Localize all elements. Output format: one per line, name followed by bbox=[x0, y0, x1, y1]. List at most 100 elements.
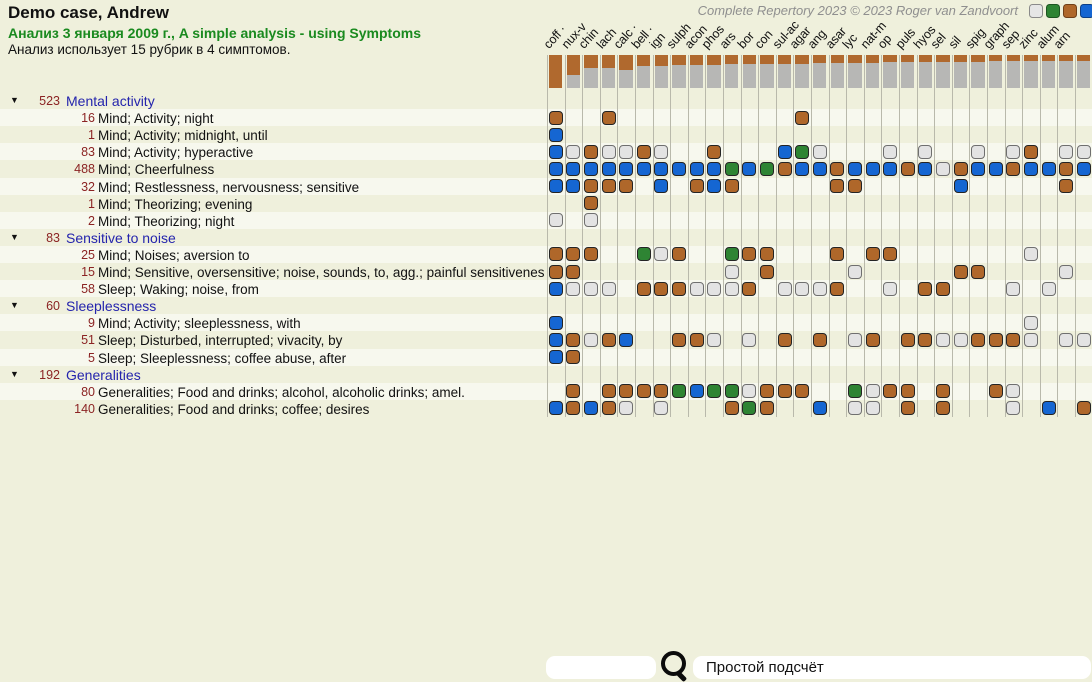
rubric-label[interactable]: Sleep; Disturbed, interrupted; vivacity,… bbox=[98, 333, 343, 349]
rubric-label[interactable]: Mind; Noises; aversion to bbox=[98, 247, 250, 263]
grade-cell bbox=[619, 401, 634, 416]
grade-filter-1-button[interactable] bbox=[1029, 4, 1043, 18]
grade-cell bbox=[566, 401, 581, 416]
remedy-score-bar-track bbox=[901, 55, 915, 88]
grade-cell bbox=[601, 110, 616, 125]
rubric-label[interactable]: Generalities; Food and drinks; coffee; d… bbox=[98, 401, 370, 417]
grade-cell bbox=[883, 281, 898, 296]
remedy-score-bar bbox=[689, 55, 704, 65]
rubric-label[interactable]: Mind; Activity; midnight, until bbox=[98, 128, 268, 144]
grade-cell bbox=[847, 179, 862, 193]
column-separator bbox=[951, 55, 953, 417]
remedy-score-bar bbox=[1006, 55, 1020, 61]
grade-cell bbox=[1041, 161, 1056, 176]
grade-cell bbox=[707, 144, 722, 159]
grade-cell bbox=[689, 281, 704, 296]
grade-cell bbox=[1006, 281, 1021, 296]
rubric-label[interactable]: Mind; Restlessness, nervousness; sensiti… bbox=[98, 179, 360, 195]
rubric-label[interactable]: Mind; Activity; hyperactive bbox=[98, 145, 254, 161]
grade-filter-4-button[interactable] bbox=[1080, 4, 1092, 18]
grade-cell bbox=[830, 247, 845, 262]
rubric-count: 16 bbox=[81, 111, 95, 126]
grade-filter-3-button[interactable] bbox=[1063, 4, 1077, 18]
grade-cell bbox=[1059, 264, 1074, 279]
column-separator bbox=[899, 55, 900, 417]
rubric-label[interactable]: Sleep; Waking; noise, from bbox=[98, 282, 259, 298]
grade-cell bbox=[619, 179, 634, 193]
column-separator bbox=[705, 55, 707, 417]
grade-cell bbox=[601, 144, 616, 159]
repertory-copyright: Complete Repertory 2023 © 2023 Roger van… bbox=[697, 3, 1018, 18]
remedy-score-bar bbox=[1059, 55, 1073, 61]
grade-cell bbox=[601, 332, 616, 347]
grade-cell bbox=[724, 281, 739, 296]
collapse-triangle[interactable]: ▼ bbox=[10, 368, 19, 379]
grade-cell bbox=[548, 401, 563, 416]
search-icon[interactable] bbox=[661, 651, 686, 676]
grade-filter-2-button[interactable] bbox=[1046, 4, 1060, 18]
grade-cell bbox=[935, 281, 950, 296]
rubric-label[interactable]: Mind; Sensitive, oversensitive; noise, s… bbox=[98, 265, 545, 280]
grade-cell bbox=[742, 384, 757, 399]
grade-cell bbox=[971, 161, 986, 176]
grade-cell bbox=[654, 384, 669, 399]
grade-cell bbox=[707, 384, 722, 399]
symptom-label[interactable]: Mental activity bbox=[66, 93, 155, 109]
remedy-score-bar-track bbox=[848, 55, 862, 88]
grade-cell bbox=[1059, 332, 1074, 347]
grade-cell bbox=[548, 179, 563, 193]
grade-cell bbox=[900, 384, 915, 399]
rubric-label[interactable]: Generalities; Food and drinks; alcohol, … bbox=[98, 384, 465, 400]
analysis-usage-summary: Анализ использует 15 рубрик в 4 симптомо… bbox=[8, 42, 291, 57]
symptom-label[interactable]: Generalities bbox=[66, 366, 141, 383]
remedy-score-bar bbox=[566, 55, 580, 75]
grade-cell bbox=[1076, 144, 1091, 159]
grade-cell bbox=[935, 401, 950, 416]
analysis-method-dropdown[interactable] bbox=[693, 656, 1091, 679]
remedy-score-bar-track bbox=[830, 55, 844, 88]
grade-cell bbox=[601, 401, 616, 416]
grade-cell bbox=[988, 384, 1003, 399]
grade-cell bbox=[883, 247, 898, 262]
remedy-score-bar bbox=[1024, 55, 1038, 61]
rubric-label[interactable]: Mind; Activity; night bbox=[98, 111, 214, 127]
grade-cell bbox=[900, 401, 915, 416]
grade-cell bbox=[883, 161, 898, 176]
grade-cell bbox=[742, 401, 757, 416]
symptom-label[interactable]: Sleeplessness bbox=[66, 298, 157, 315]
remedy-score-bar bbox=[918, 55, 932, 62]
search-input[interactable] bbox=[546, 656, 656, 679]
column-separator bbox=[740, 55, 742, 417]
collapse-triangle[interactable]: ▼ bbox=[10, 231, 19, 242]
rubric-label[interactable]: Mind; Theorizing; night bbox=[98, 213, 235, 229]
grade-cell bbox=[918, 161, 933, 176]
search-icon-handle bbox=[675, 670, 688, 682]
grade-cell bbox=[971, 332, 986, 347]
row-highlight-band bbox=[0, 211, 1092, 229]
grade-cell bbox=[918, 332, 933, 347]
grade-cell bbox=[707, 161, 722, 176]
remedy-score-bar bbox=[619, 55, 633, 70]
collapse-triangle[interactable]: ▼ bbox=[10, 300, 19, 311]
row-highlight-band bbox=[0, 314, 1092, 332]
grade-cell bbox=[971, 144, 986, 159]
grade-cell bbox=[1023, 315, 1038, 330]
grade-cell bbox=[654, 247, 669, 262]
grade-cell bbox=[988, 161, 1003, 176]
collapse-triangle[interactable]: ▼ bbox=[10, 95, 19, 105]
rubric-label[interactable]: Sleep; Sleeplessness; coffee abuse, afte… bbox=[98, 350, 347, 366]
grade-cell bbox=[548, 247, 563, 262]
remedy-score-bar bbox=[830, 55, 844, 63]
remedy-score-bar-track bbox=[865, 55, 880, 88]
grade-cell bbox=[654, 179, 669, 193]
grade-cell bbox=[883, 384, 898, 399]
grade-cell bbox=[724, 384, 739, 399]
rubric-label[interactable]: Mind; Theorizing; evening bbox=[98, 196, 253, 212]
remedy-score-bar bbox=[549, 55, 563, 88]
rubric-label[interactable]: Mind; Activity; sleeplessness, with bbox=[98, 316, 301, 332]
symptom-label[interactable]: Sensitive to noise bbox=[66, 229, 176, 246]
grade-cell bbox=[548, 264, 563, 279]
remedy-header-sil[interactable]: sil bbox=[945, 33, 964, 52]
rubric-label[interactable]: Mind; Cheerfulness bbox=[98, 162, 215, 178]
rubric-count: 140 bbox=[74, 401, 95, 416]
